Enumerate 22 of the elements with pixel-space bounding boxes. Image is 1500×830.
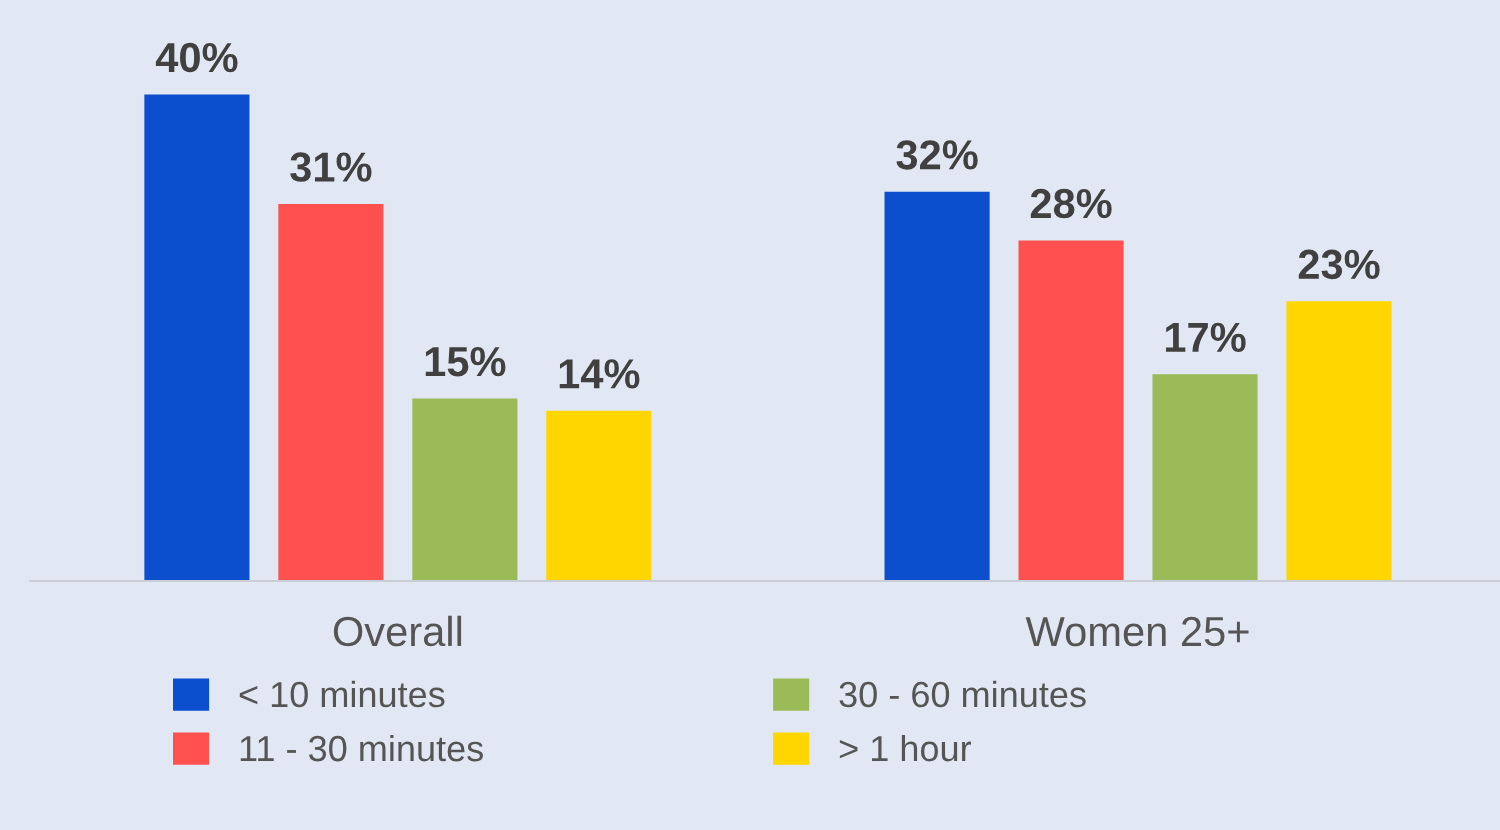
- bar: [546, 410, 652, 581]
- data-label: 32%: [896, 140, 978, 170]
- bar: [1018, 240, 1124, 581]
- data-label: 31%: [290, 152, 372, 182]
- bar: [144, 94, 250, 581]
- legend-label: > 1 hour: [839, 734, 972, 762]
- legend-label: 30 - 60 minutes: [839, 680, 1086, 708]
- bar: [884, 191, 990, 581]
- data-label: 15%: [425, 347, 506, 377]
- data-label: 28%: [1030, 188, 1112, 219]
- bar: [1152, 374, 1258, 581]
- bar: [278, 203, 384, 581]
- bar: [1286, 301, 1392, 581]
- legend-label: 11 - 30 minutes: [240, 734, 483, 762]
- x-tick-label: Women 25+: [1025, 616, 1249, 647]
- bar: [412, 398, 518, 581]
- data-label: 17%: [1165, 322, 1246, 353]
- data-label: 14%: [559, 359, 640, 389]
- legend-label: < 10 minutes: [239, 680, 445, 708]
- x-tick-label: Overall: [333, 615, 462, 647]
- data-label: 23%: [1298, 249, 1380, 280]
- data-label: 40%: [155, 42, 238, 73]
